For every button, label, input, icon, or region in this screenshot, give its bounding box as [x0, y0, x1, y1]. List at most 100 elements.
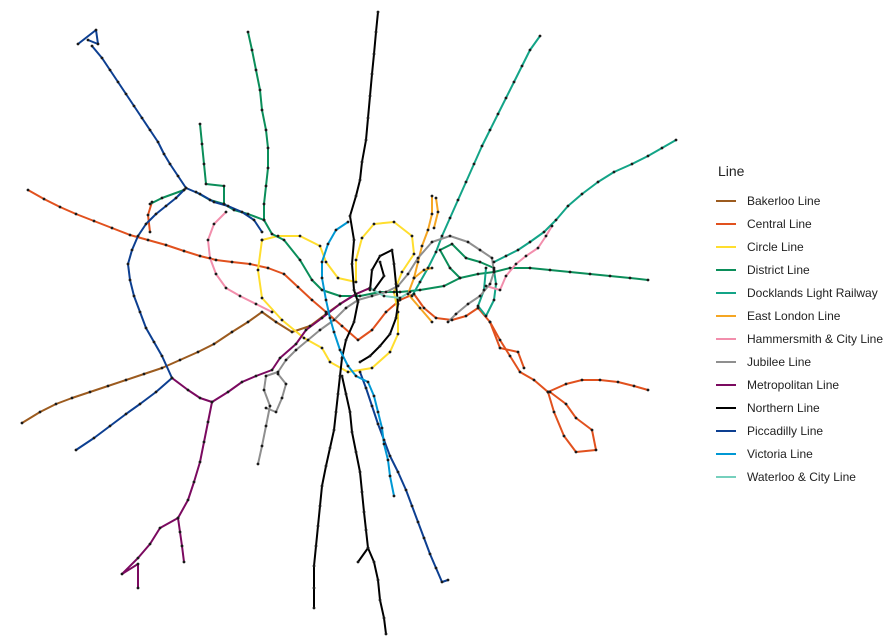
station-point [458, 276, 462, 280]
station-point [320, 316, 324, 320]
station-point [646, 278, 650, 282]
station-point [344, 306, 348, 310]
station-point [198, 460, 202, 464]
station-point [54, 402, 58, 406]
station-point [120, 572, 124, 576]
station-point [146, 238, 150, 242]
station-point [632, 384, 636, 388]
station-point [136, 586, 140, 590]
station-point [488, 320, 492, 324]
station-point [116, 80, 120, 84]
station-point [394, 282, 398, 286]
station-point [358, 470, 362, 474]
station-point [108, 424, 112, 428]
station-point [132, 104, 136, 108]
station-point [398, 298, 402, 302]
station-point [148, 202, 152, 206]
station-point [162, 152, 166, 156]
station-point [130, 248, 134, 252]
station-point [270, 232, 274, 236]
station-point [198, 122, 202, 126]
station-point [412, 252, 416, 256]
station-point [392, 220, 396, 224]
station-point [324, 464, 328, 468]
station-point [264, 184, 268, 188]
line-piccadilly-line-segment-3 [359, 371, 449, 583]
station-point [394, 316, 398, 320]
station-point [182, 560, 186, 564]
station-point [164, 243, 168, 247]
station-point [314, 544, 318, 548]
station-point [388, 350, 392, 354]
station-point [148, 128, 152, 132]
legend-swatch-jubilee-line [716, 360, 736, 363]
legend-label-circle-line: Circle Line [747, 239, 804, 254]
station-point [92, 436, 96, 440]
station-point [564, 382, 568, 386]
station-point [238, 294, 242, 298]
station-point [366, 116, 370, 120]
station-point [96, 42, 100, 46]
station-point [340, 324, 344, 328]
station-point [368, 286, 372, 290]
station-point [388, 332, 392, 336]
line-docklands-light-railway-segment-1 [493, 139, 677, 263]
station-point [528, 266, 532, 270]
station-point [400, 270, 404, 274]
station-point [240, 210, 244, 214]
station-point [390, 248, 394, 252]
station-point [484, 284, 488, 288]
station-point [440, 580, 444, 584]
station-point [434, 316, 438, 320]
station-point [254, 68, 258, 72]
lines-layer [21, 11, 677, 635]
station-point [434, 566, 438, 570]
station-point [358, 178, 362, 182]
station-point [430, 266, 434, 270]
station-point [108, 68, 112, 72]
station-point [154, 212, 158, 216]
station-point [200, 142, 204, 146]
station-point [488, 128, 492, 132]
station-point [350, 262, 354, 266]
station-point [144, 222, 148, 226]
station-point [254, 374, 258, 378]
station-point [430, 212, 434, 216]
station-point [408, 290, 412, 294]
station-point [154, 390, 158, 394]
legend-label-east-london-line: East London Line [747, 308, 841, 323]
station-point [312, 606, 316, 610]
station-point [430, 194, 434, 198]
station-point [136, 234, 140, 238]
station-point [246, 320, 250, 324]
station-point [320, 288, 324, 292]
station-point [580, 378, 584, 382]
line-waterloo-and-city-line-segment-0 [369, 287, 411, 299]
legend-swatch-waterloo-and-city-line [716, 475, 736, 478]
station-point [544, 234, 548, 238]
station-point [320, 260, 324, 264]
station-point [440, 234, 444, 238]
station-point [358, 294, 362, 298]
station-point [184, 186, 188, 190]
station-point [90, 44, 94, 48]
station-point [446, 320, 450, 324]
station-point [328, 446, 332, 450]
legend: Line Bakerloo Line Central Line Circle Lin… [716, 163, 883, 488]
station-point [504, 254, 508, 258]
station-point [246, 212, 250, 216]
station-point [616, 380, 620, 384]
station-point [208, 198, 212, 202]
legend-label-waterloo-and-city-line: Waterloo & City Line [747, 469, 856, 484]
station-point [356, 300, 360, 304]
station-point [382, 442, 386, 446]
station-point [490, 256, 494, 260]
station-point [492, 270, 496, 274]
station-point [464, 314, 468, 318]
station-point [538, 34, 542, 38]
station-point [224, 210, 228, 214]
legend-item-metropolitan-line: Metropolitan Line [716, 373, 883, 396]
station-point [208, 256, 212, 260]
station-point [368, 94, 372, 98]
station-point [566, 204, 570, 208]
